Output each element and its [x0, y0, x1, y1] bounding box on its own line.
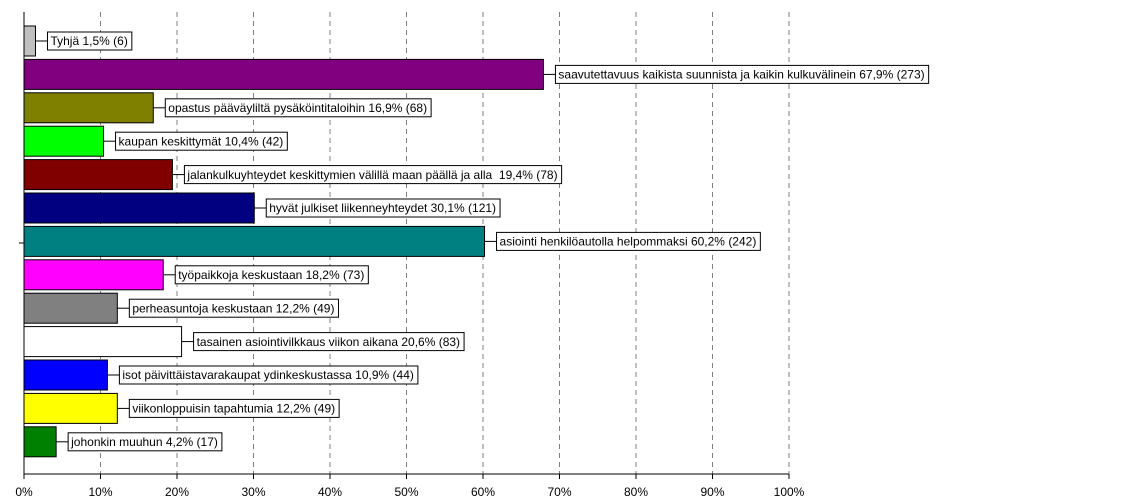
x-tick-label: 60%	[471, 485, 495, 499]
bar	[23, 292, 118, 324]
bar	[23, 92, 154, 124]
label-box	[128, 298, 339, 318]
data-label: asiointi henkilöautolla helpommaksi 60,2…	[500, 235, 757, 249]
data-label: perheasuntoja keskustaan 12,2% (49)	[132, 301, 334, 315]
label-box	[193, 332, 465, 352]
x-tick-label: 20%	[165, 485, 189, 499]
x-tick-label: 90%	[700, 485, 724, 499]
label-box	[118, 365, 419, 385]
bar	[23, 359, 108, 391]
x-tick-label: 100%	[774, 485, 805, 499]
data-label: isot päivittäistavarakaupat ydinkeskusta…	[122, 368, 414, 382]
bar	[23, 426, 57, 458]
bar	[23, 192, 255, 224]
bar	[23, 159, 173, 191]
bar	[23, 392, 118, 424]
data-label: Tyhjä 1,5% (6)	[50, 34, 127, 48]
data-label: tasainen asiointivilkkaus viikon aikana …	[197, 335, 460, 349]
data-label: jalankulkuyhteydet keskittymien välillä …	[186, 168, 557, 182]
data-label: työpaikkoja keskustaan 18,2% (73)	[178, 268, 364, 282]
label-box	[115, 131, 288, 151]
bar	[23, 225, 486, 257]
label-box	[46, 31, 133, 51]
x-tick-label: 70%	[547, 485, 571, 499]
data-label: viikonloppuisin tapahtumia 12,2% (49)	[132, 402, 335, 416]
data-label: kaupan keskittymät 10,4% (42)	[119, 134, 284, 148]
x-tick-label: 0%	[15, 485, 33, 499]
bar	[23, 25, 36, 57]
bar	[23, 326, 183, 358]
label-box	[164, 98, 432, 118]
label-box	[496, 231, 761, 251]
x-tick-label: 30%	[241, 485, 265, 499]
label-box	[265, 198, 501, 218]
label-box	[183, 165, 563, 185]
data-label: opastus pääväyliltä pysäköintitaloihin 1…	[168, 101, 427, 115]
bar	[23, 125, 105, 157]
x-tick-label: 50%	[394, 485, 418, 499]
data-label: johonkin muuhun 4,2% (17)	[70, 435, 218, 449]
label-box	[174, 265, 369, 285]
data-label: saavutettavuus kaikista suunnista ja kai…	[558, 68, 924, 82]
bar	[23, 259, 164, 291]
x-tick-label: 10%	[88, 485, 112, 499]
label-box	[128, 398, 340, 418]
bar	[23, 58, 544, 90]
x-tick-label: 40%	[318, 485, 342, 499]
label-box	[67, 432, 223, 452]
data-label: hyvät julkiset liikenneyhteydet 30,1% (1…	[269, 201, 496, 215]
label-box	[554, 64, 930, 84]
x-tick-label: 80%	[624, 485, 648, 499]
